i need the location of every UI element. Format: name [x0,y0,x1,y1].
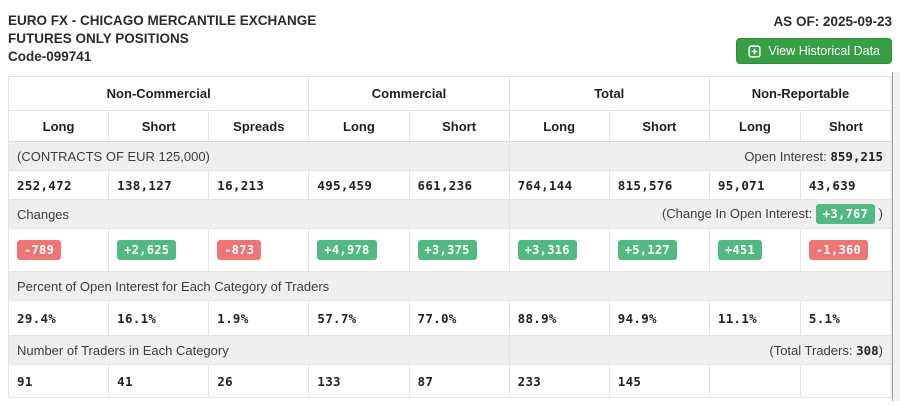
cot-table: Non-Commercial Commercial Total Non-Repo… [7,76,893,398]
col-total-short: Short [608,110,710,142]
percent-band-row: Percent of Open Interest for Each Catego… [8,271,892,301]
percent-cell: 94.9% [608,300,710,336]
traders-band-label: Number of Traders in Each Category [8,335,510,365]
position-cell: 138,127 [108,170,210,200]
position-cell: 815,576 [608,170,710,200]
change-badge: +4,978 [317,240,377,260]
group-nonreportable: Non-Reportable [708,76,893,111]
traders-cell: 145 [608,364,710,398]
percent-cell: 16.1% [108,300,210,336]
col-nonrep-short: Short [799,110,893,142]
col-noncomm-spreads: Spreads [208,110,310,142]
change-badge: -789 [17,240,62,260]
traders-cell [708,364,801,398]
group-noncommercial: Non-Commercial [7,76,310,111]
col-comm-short: Short [408,110,510,142]
changes-label: Changes [8,199,510,229]
change-badge: +3,316 [517,240,577,260]
percent-cell: 11.1% [708,300,801,336]
position-cell: 661,236 [408,170,510,200]
position-cell: 495,459 [308,170,410,200]
change-cell: -789 [7,228,110,272]
positions-row: 252,472 138,127 16,213 495,459 661,236 7… [7,170,893,200]
change-cell: +3,375 [408,228,510,272]
traders-cell [799,364,893,398]
change-open-interest-cell: (Change In Open Interest: +3,767 ) [508,199,893,229]
group-commercial: Commercial [308,76,510,111]
change-oi-prefix: (Change In Open Interest: [661,206,816,221]
header-right: AS OF: 2025-09-23 View Historical Data [736,8,892,64]
report-type: FUTURES ONLY POSITIONS [8,31,189,46]
total-traders-cell: (Total Traders: 308) [508,335,893,365]
percent-values-row: 29.4% 16.1% 1.9% 57.7% 77.0% 88.9% 94.9%… [7,300,893,336]
calendar-plus-icon [748,44,762,58]
col-total-long: Long [508,110,610,142]
contract-code: Code-099741 [8,49,92,64]
traders-cell: 41 [108,364,210,398]
market-title: EURO FX - CHICAGO MERCANTILE EXCHANGE [8,13,317,28]
open-interest-label: Open Interest: [744,148,831,164]
traders-cell: 26 [208,364,310,398]
open-interest-cell: Open Interest: 859,215 [508,141,893,171]
contract-unit-label: (CONTRACTS OF EUR 125,000) [8,141,510,171]
total-traders-suffix: ) [878,342,883,358]
position-cell: 95,071 [708,170,801,200]
percent-cell: 88.9% [508,300,610,336]
traders-cell: 91 [7,364,110,398]
change-cell: +3,316 [508,228,610,272]
col-nonrep-long: Long [708,110,801,142]
position-cell: 43,639 [799,170,893,200]
group-total: Total [508,76,710,111]
change-cell: -873 [208,228,310,272]
contracts-band-row: (CONTRACTS OF EUR 125,000) Open Interest… [8,141,893,171]
col-noncomm-short: Short [108,110,210,142]
col-noncomm-long: Long [7,110,110,142]
total-traders-prefix: (Total Traders: [769,342,857,358]
group-header-row: Non-Commercial Commercial Total Non-Repo… [7,76,893,111]
change-cell: +5,127 [608,228,710,272]
percent-band-label: Percent of Open Interest for Each Catego… [8,271,892,301]
change-cell: +451 [708,228,801,272]
total-traders-value: 308 [856,342,879,358]
change-badge: +5,127 [617,240,677,260]
percent-cell: 5.1% [799,300,893,336]
change-oi-badge: +3,767 [815,204,876,224]
as-of-date: AS OF: 2025-09-23 [773,14,892,29]
change-cell: -1,360 [799,228,893,272]
position-cell: 16,213 [208,170,310,200]
changes-band-row: Changes (Change In Open Interest: +3,767… [8,199,893,229]
change-badge: +451 [717,240,762,260]
column-header-row: Long Short Spreads Long Short Long Short… [7,110,893,142]
scrollbar-track[interactable] [892,72,900,401]
changes-values-row: -789 +2,625 -873 +4,978 +3,375 +3,316 +5… [7,228,893,272]
view-historical-data-label: View Historical Data [768,44,880,58]
report-titles: EURO FX - CHICAGO MERCANTILE EXCHANGE FU… [8,8,316,66]
change-badge: -873 [217,240,262,260]
position-cell: 764,144 [508,170,610,200]
percent-cell: 29.4% [7,300,110,336]
percent-cell: 77.0% [408,300,510,336]
position-cell: 252,472 [7,170,110,200]
report-header: EURO FX - CHICAGO MERCANTILE EXCHANGE FU… [8,8,892,72]
traders-cell: 87 [408,364,510,398]
change-badge: +3,375 [417,240,477,260]
open-interest-value: 859,215 [830,148,883,164]
col-comm-long: Long [308,110,410,142]
percent-cell: 1.9% [208,300,310,336]
change-cell: +2,625 [108,228,210,272]
traders-cell: 233 [508,364,610,398]
change-cell: +4,978 [308,228,410,272]
view-historical-data-button[interactable]: View Historical Data [736,38,892,64]
change-badge: +2,625 [117,240,177,260]
traders-band-row: Number of Traders in Each Category (Tota… [8,335,893,365]
percent-cell: 57.7% [308,300,410,336]
traders-cell: 133 [308,364,410,398]
change-badge: -1,360 [808,240,869,260]
change-oi-suffix: ) [875,206,883,221]
traders-values-row: 91 41 26 133 87 233 145 [7,364,893,398]
